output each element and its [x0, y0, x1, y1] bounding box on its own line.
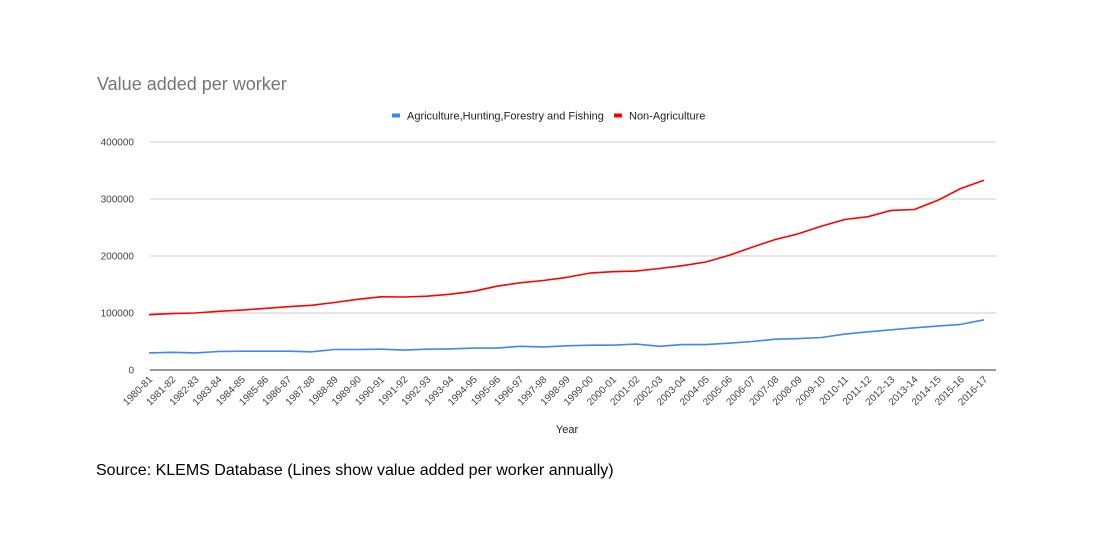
- chart-title: Value added per worker: [97, 74, 287, 94]
- y-tick-label: 400000: [101, 138, 135, 149]
- legend-item: Agriculture,Hunting,Forestry and Fishing: [392, 111, 604, 123]
- x-axis-label: Year: [556, 424, 579, 436]
- legend-item: Non-Agriculture: [614, 111, 705, 123]
- y-tick-label: 0: [128, 366, 134, 377]
- series-lines: [148, 179, 985, 354]
- legend-label: Agriculture,Hunting,Forestry and Fishing: [407, 111, 604, 123]
- legend: Agriculture,Hunting,Forestry and Fishing…: [392, 111, 705, 123]
- y-tick-label: 100000: [101, 309, 135, 320]
- y-tick-label: 200000: [101, 252, 135, 263]
- legend-swatch: [614, 113, 622, 118]
- y-tick-label: 300000: [101, 195, 135, 206]
- legend-swatch: [392, 113, 400, 118]
- gridlines: [150, 141, 996, 371]
- series-line: [148, 319, 985, 354]
- source-note: Source: KLEMS Database (Lines show value…: [96, 462, 614, 479]
- y-axis-ticks: 0 100000 200000 300000 400000: [101, 138, 135, 377]
- legend-label: Non-Agriculture: [629, 111, 705, 123]
- x-axis-ticks: 1980-811981-821982-831983-841984-851985-…: [121, 374, 990, 408]
- series-line: [148, 179, 985, 316]
